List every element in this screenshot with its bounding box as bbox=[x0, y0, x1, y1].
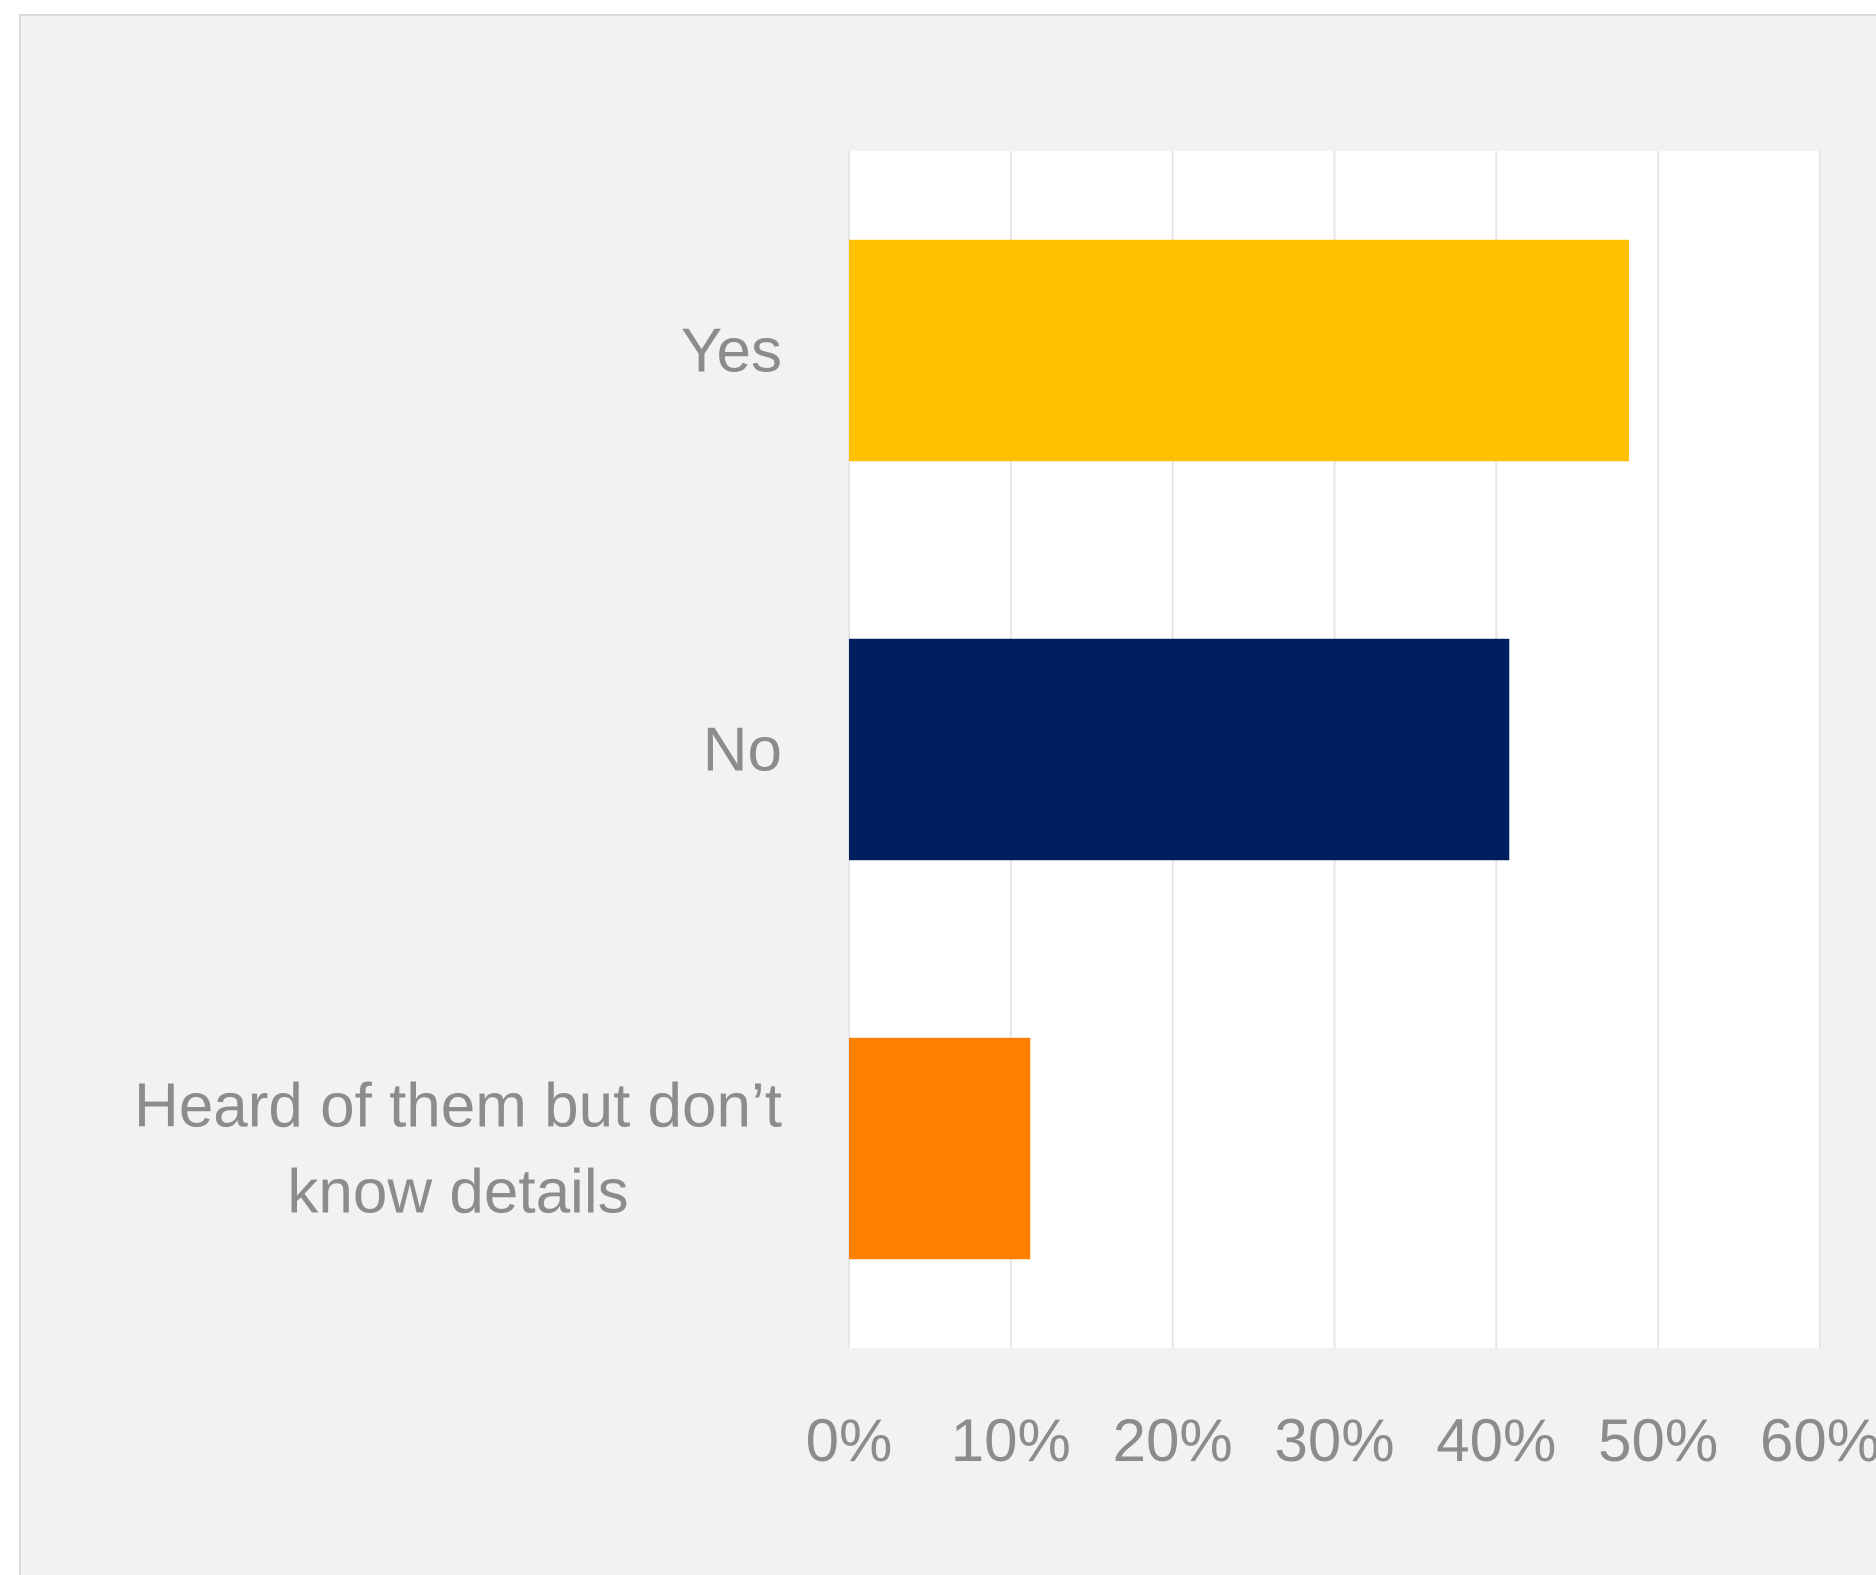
x-tick-label: 40% bbox=[1436, 1407, 1556, 1474]
x-tick-label: 30% bbox=[1274, 1407, 1394, 1474]
category-label-line: Heard of them but don’t bbox=[134, 1072, 782, 1141]
x-tick-label: 20% bbox=[1113, 1407, 1233, 1474]
x-axis-tick-labels: 0% 10% 20% 30% 40% 50% 60% bbox=[806, 1407, 1876, 1474]
category-labels: Yes No Heard of them but don’t know details bbox=[134, 317, 782, 1227]
bar-3 bbox=[849, 1037, 1031, 1260]
bar-2 bbox=[849, 638, 1510, 861]
bars bbox=[849, 239, 1630, 1260]
x-tick-label: 10% bbox=[951, 1407, 1071, 1474]
bar-1 bbox=[849, 239, 1630, 462]
category-label-line: know details bbox=[287, 1158, 628, 1227]
x-tick-label: 50% bbox=[1598, 1407, 1718, 1474]
x-tick-label: 0% bbox=[806, 1407, 893, 1474]
category-label: Heard of them but don’t know details bbox=[134, 1072, 782, 1227]
category-label: No bbox=[703, 716, 782, 785]
x-tick-label: 60% bbox=[1760, 1407, 1876, 1474]
category-label: Yes bbox=[681, 317, 782, 386]
